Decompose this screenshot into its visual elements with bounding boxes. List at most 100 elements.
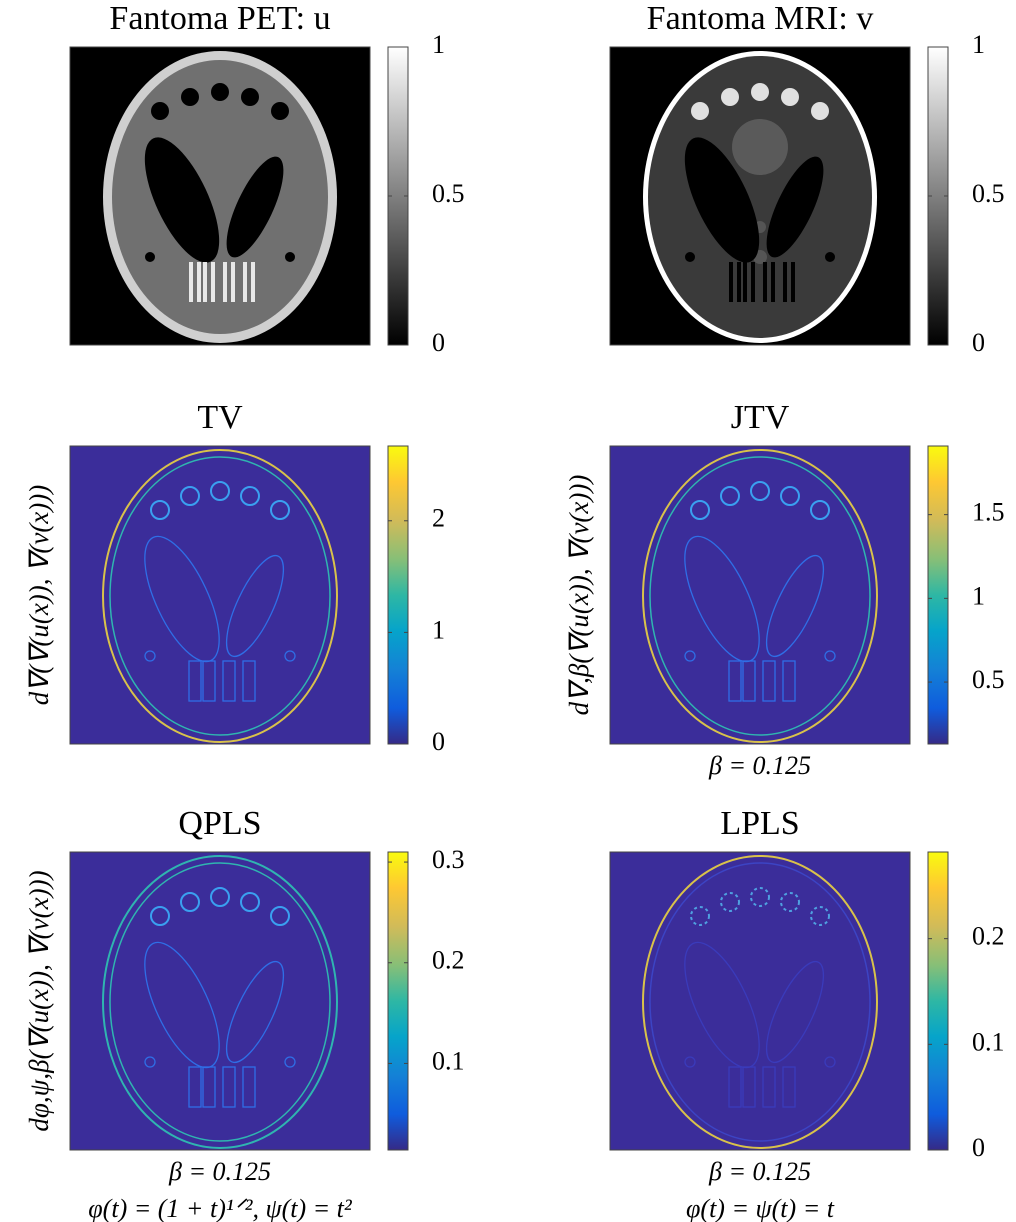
bar-stripe	[197, 262, 201, 302]
bar-stripe	[211, 262, 215, 302]
edge-bar	[242, 660, 256, 702]
edge-spot	[810, 500, 830, 520]
bar-stripe	[783, 262, 787, 302]
spot	[691, 102, 709, 120]
edge-spot	[180, 892, 200, 912]
panel-title: Fantoma PET: u	[109, 0, 330, 37]
panel-title: Fantoma MRI: v	[647, 0, 874, 37]
panel-title: JTV	[731, 399, 790, 436]
edge-ring	[109, 862, 331, 1142]
image-frame	[609, 445, 911, 745]
edge-spot	[780, 486, 800, 506]
spot	[285, 252, 295, 262]
edge-spot	[150, 906, 170, 926]
edge-ring	[102, 855, 338, 1149]
edge-bar	[242, 1066, 256, 1108]
spot	[721, 88, 739, 106]
edge-bar	[782, 1066, 796, 1108]
edge-ring	[102, 449, 338, 743]
edge-spot	[824, 650, 836, 662]
y-axis-label: d∇(∇(u(x)), ∇(v(x)))	[24, 485, 54, 706]
image-bg	[70, 852, 370, 1150]
edge-spot	[824, 1056, 836, 1068]
edge-spot	[284, 1056, 296, 1068]
edge-spot	[180, 486, 200, 506]
spot	[825, 252, 835, 262]
spot	[181, 88, 199, 106]
panel: LPLS 0 0.1 0.2 β = 0.125 φ(t) = ψ(t) = t	[609, 805, 1005, 1222]
edge-ring	[649, 862, 871, 1142]
caption: β = 0.125	[708, 1157, 811, 1186]
edge-spot	[750, 481, 770, 501]
spot	[811, 102, 829, 120]
bar-stripe	[203, 262, 207, 302]
edge-spot	[284, 650, 296, 662]
edge-bar	[742, 660, 756, 702]
bar-stripe	[231, 262, 235, 302]
colorbar	[927, 851, 949, 1151]
bar-stripe	[189, 262, 193, 302]
image-frame	[609, 46, 911, 346]
edge-bar	[782, 660, 796, 702]
bar-stripe	[243, 262, 247, 302]
y-axis-label: dφ,ψ,β(∇(u(x)), ∇(v(x)))	[24, 870, 54, 1131]
colorbar-tick-label: 0.5	[972, 179, 1005, 208]
colorbar-tick-label: 0	[972, 1133, 985, 1162]
panel: JTV 0.5 1 1.5 d∇,β(∇(u(x)), ∇(v(x))) β = 0.12…	[564, 399, 1004, 780]
bar-stripe	[743, 262, 747, 302]
spot	[151, 102, 169, 120]
edge-spot	[720, 486, 740, 506]
edge-bar	[202, 1066, 216, 1108]
edge-bar	[728, 660, 742, 702]
caption: φ(t) = ψ(t) = t	[686, 1194, 835, 1222]
lesion	[144, 137, 220, 263]
edge-ring	[649, 456, 871, 736]
colorbar-tick-label: 0	[432, 727, 445, 756]
edge-spot	[144, 1056, 156, 1068]
panel-title: TV	[197, 399, 243, 436]
colorbar-tick-label: 0.5	[972, 665, 1005, 694]
image-frame	[69, 46, 371, 346]
bar-stripe	[251, 262, 255, 302]
colorbar-tick-label: 1	[972, 581, 985, 610]
edge-spot	[690, 500, 710, 520]
edge-spot	[720, 892, 740, 912]
image-frame	[69, 445, 371, 745]
spot	[685, 252, 695, 262]
edge-spot	[210, 887, 230, 907]
colorbar-tick-label: 1	[972, 30, 985, 59]
edge-spot	[210, 481, 230, 501]
colorbar-tick-label: 0.2	[972, 922, 1005, 951]
brain	[112, 60, 328, 334]
region	[732, 119, 788, 175]
caption: β = 0.125	[708, 751, 811, 780]
edge-spot	[690, 906, 710, 926]
y-axis-label: d∇,β(∇(u(x)), ∇(v(x)))	[564, 475, 594, 716]
colorbar-tick-label: 1	[432, 30, 445, 59]
edge-spot	[150, 500, 170, 520]
edge-lesion	[765, 960, 825, 1064]
edge-bar	[762, 1066, 776, 1108]
colorbar-tick-label: 0.3	[432, 845, 465, 874]
edge-bar	[202, 660, 216, 702]
brain	[648, 56, 872, 338]
edge-spot	[750, 887, 770, 907]
edge-spot	[240, 892, 260, 912]
edge-spot	[240, 486, 260, 506]
colorbar-tick-label: 1.5	[972, 498, 1005, 527]
edge-bar	[188, 1066, 202, 1108]
edge-spot	[144, 650, 156, 662]
edge-bar	[742, 1066, 756, 1108]
colorbar-tick-label: 0.1	[432, 1046, 465, 1075]
edge-bar	[188, 660, 202, 702]
spot	[781, 88, 799, 106]
panel: QPLS 0.1 0.2 0.3 dφ,ψ,β(∇(u(x)), ∇(v(x))) β =…	[24, 805, 464, 1222]
caption: β = 0.125	[168, 1157, 271, 1186]
spot	[751, 83, 769, 101]
colorbar-tick-label: 2	[432, 504, 445, 533]
spot	[271, 102, 289, 120]
bar-stripe	[751, 262, 755, 302]
spot	[145, 252, 155, 262]
